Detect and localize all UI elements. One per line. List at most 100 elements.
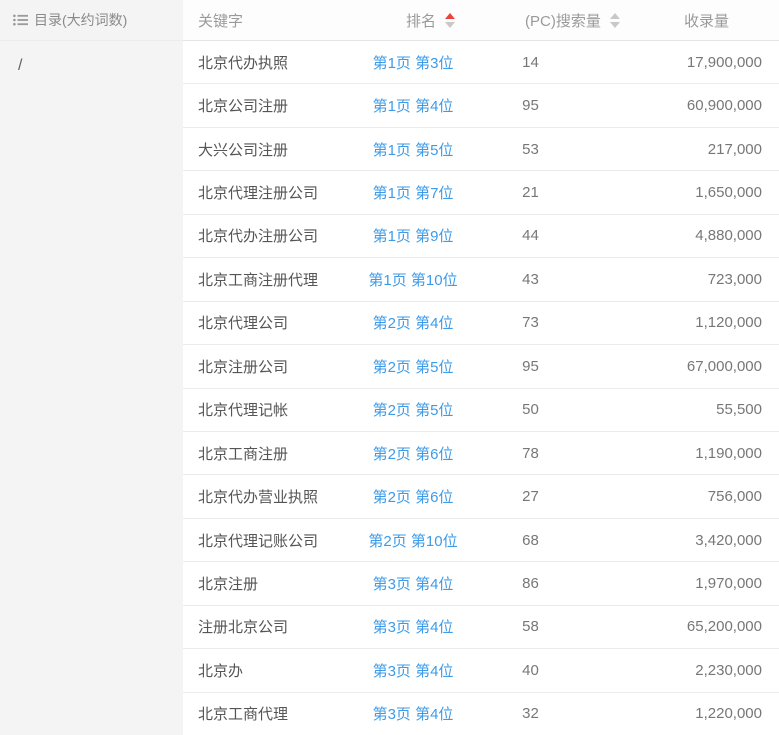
index-cell: 4,880,000 (695, 227, 762, 245)
table-row: 北京工商注册 第2页 第6位 78 1,190,000 (183, 432, 779, 476)
column-header-keyword: 关键字 (198, 12, 244, 30)
pc-search-cell: 27 (522, 488, 539, 506)
index-cell: 55,500 (716, 401, 762, 419)
rank-link[interactable]: 第3页 第4位 (372, 575, 454, 593)
index-cell: 17,900,000 (686, 53, 762, 71)
table-row: 北京工商注册代理 第1页 第10位 43 723,000 (183, 258, 779, 302)
rank-link[interactable]: 第1页 第4位 (372, 98, 454, 116)
table-row: 北京工商代理 第3页 第4位 32 1,220,000 (183, 693, 779, 735)
index-cell: 756,000 (707, 488, 762, 506)
index-cell: 60,900,000 (686, 97, 762, 115)
table-row: 北京注册 第3页 第4位 86 1,970,000 (183, 562, 779, 606)
rank-link[interactable]: 第1页 第9位 (372, 228, 454, 246)
keyword-cell: 北京工商注册 (198, 445, 289, 463)
index-cell: 65,200,000 (686, 618, 762, 636)
keyword-cell: 北京代理公司 (198, 315, 289, 333)
pc-search-cell: 53 (522, 140, 539, 158)
rank-cell: 第2页 第10位 (353, 530, 473, 551)
pc-search-cell: 40 (522, 661, 539, 679)
index-cell: 1,650,000 (695, 184, 762, 202)
pc-search-cell: 58 (522, 618, 539, 636)
keyword-cell: 北京注册 (198, 575, 259, 593)
rank-link[interactable]: 第2页 第6位 (372, 445, 454, 463)
rank-link[interactable]: 第2页 第5位 (372, 402, 454, 420)
pc-search-cell: 50 (522, 401, 539, 419)
table-header: 关键字 排名 (PC)搜索量 收录量 (183, 0, 779, 41)
list-icon (13, 14, 28, 26)
table-row: 北京代办执照 第1页 第3位 14 17,900,000 (183, 41, 779, 85)
keyword-table: 关键字 排名 (PC)搜索量 收录量 北京代办执照 第1页 第3位 14 17,900… (183, 0, 779, 735)
keyword-cell: 北京工商注册代理 (198, 271, 319, 289)
rank-cell: 第1页 第3位 (353, 52, 473, 73)
sidebar: 目录(大约词数) / (0, 0, 183, 735)
rank-cell: 第1页 第4位 (353, 95, 473, 116)
rank-link[interactable]: 第1页 第7位 (372, 185, 454, 203)
rank-cell: 第3页 第4位 (353, 660, 473, 681)
sidebar-title: 目录(大约词数) (34, 12, 128, 28)
sort-rank-icon[interactable] (445, 12, 456, 28)
rank-cell: 第1页 第5位 (353, 139, 473, 160)
table-row: 北京办 第3页 第4位 40 2,230,000 (183, 649, 779, 693)
table-row: 注册北京公司 第3页 第4位 58 65,200,000 (183, 606, 779, 650)
keyword-cell: 北京代办注册公司 (198, 228, 319, 246)
rank-cell: 第3页 第4位 (353, 703, 473, 724)
rank-link[interactable]: 第2页 第4位 (372, 315, 454, 333)
keyword-cell: 北京代办营业执照 (198, 489, 319, 507)
rank-link[interactable]: 第3页 第4位 (372, 706, 454, 724)
table-row: 北京代理记帐 第2页 第5位 50 55,500 (183, 389, 779, 432)
index-cell: 1,220,000 (695, 705, 762, 723)
rank-link[interactable]: 第3页 第4位 (372, 662, 454, 680)
table-body: 北京代办执照 第1页 第3位 14 17,900,000 北京公司注册 第1页 第4位 95… (183, 41, 779, 735)
table-row: 北京注册公司 第2页 第5位 95 67,000,000 (183, 345, 779, 389)
index-cell: 723,000 (707, 270, 762, 288)
table-row: 北京公司注册 第1页 第4位 95 60,900,000 (183, 84, 779, 128)
sidebar-item-root-directory[interactable]: / (18, 57, 23, 74)
table-row: 北京代办注册公司 第1页 第9位 44 4,880,000 (183, 215, 779, 259)
keyword-cell: 北京公司注册 (198, 98, 289, 116)
rank-link[interactable]: 第2页 第6位 (372, 489, 454, 507)
pc-search-cell: 21 (522, 184, 539, 202)
rank-cell: 第2页 第5位 (353, 399, 473, 420)
index-cell: 1,970,000 (695, 574, 762, 592)
rank-cell: 第2页 第4位 (353, 312, 473, 333)
pc-search-cell: 95 (522, 357, 539, 375)
sidebar-header: 目录(大约词数) (0, 0, 183, 41)
keyword-cell: 北京注册公司 (198, 358, 289, 376)
pc-search-cell: 86 (522, 574, 539, 592)
keyword-cell: 大兴公司注册 (198, 141, 289, 159)
keyword-cell: 北京工商代理 (198, 706, 289, 724)
rank-cell: 第2页 第6位 (353, 443, 473, 464)
column-header-index: 收录量 (683, 12, 729, 30)
rank-link[interactable]: 第3页 第4位 (372, 619, 454, 637)
rank-cell: 第2页 第6位 (353, 486, 473, 507)
pc-search-cell: 32 (522, 705, 539, 723)
column-header-rank[interactable]: 排名 (406, 0, 456, 40)
rank-link[interactable]: 第2页 第5位 (372, 358, 454, 376)
rank-cell: 第2页 第5位 (353, 356, 473, 377)
pc-search-cell: 78 (522, 444, 539, 462)
pc-search-cell: 68 (522, 531, 539, 549)
rank-cell: 第1页 第9位 (353, 225, 473, 246)
sort-pc-search-icon[interactable] (609, 12, 620, 28)
rank-link[interactable]: 第2页 第10位 (368, 532, 458, 550)
keyword-cell: 注册北京公司 (198, 619, 289, 637)
index-cell: 67,000,000 (686, 357, 762, 375)
rank-cell: 第1页 第10位 (353, 269, 473, 290)
index-cell: 1,190,000 (695, 444, 762, 462)
pc-search-cell: 14 (522, 53, 539, 71)
rank-cell: 第1页 第7位 (353, 182, 473, 203)
index-cell: 217,000 (707, 140, 762, 158)
rank-link[interactable]: 第1页 第5位 (372, 141, 454, 159)
rank-link[interactable]: 第1页 第3位 (372, 54, 454, 72)
rank-cell: 第3页 第4位 (353, 573, 473, 594)
pc-search-cell: 44 (522, 227, 539, 245)
table-row: 大兴公司注册 第1页 第5位 53 217,000 (183, 128, 779, 172)
index-cell: 2,230,000 (695, 661, 762, 679)
rank-link[interactable]: 第1页 第10位 (368, 271, 458, 289)
index-cell: 3,420,000 (695, 531, 762, 549)
keyword-cell: 北京代理记帐 (198, 402, 289, 420)
rank-cell: 第3页 第4位 (353, 616, 473, 637)
column-header-pc-search[interactable]: (PC)搜索量 (525, 0, 620, 40)
table-row: 北京代办营业执照 第2页 第6位 27 756,000 (183, 475, 779, 519)
